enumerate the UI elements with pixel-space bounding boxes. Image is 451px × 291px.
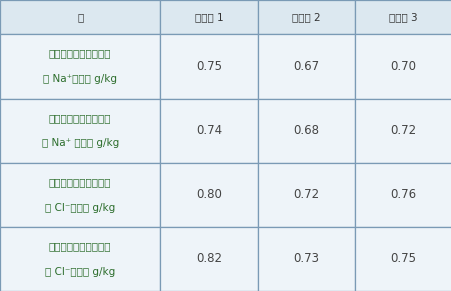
Bar: [0, 227, 160, 291]
Bar: [0, 0, 160, 34]
Text: 0.75: 0.75: [390, 252, 415, 265]
Text: 0.72: 0.72: [390, 124, 415, 137]
Text: 实施例 1: 实施例 1: [194, 12, 223, 22]
Text: 苇状羊茅主根下部的土: 苇状羊茅主根下部的土: [49, 113, 111, 123]
Bar: [354, 0, 451, 34]
Bar: [160, 98, 257, 163]
Bar: [0, 163, 160, 227]
Text: 苇状羊茅主根中部的土: 苇状羊茅主根中部的土: [49, 177, 111, 187]
Bar: [257, 227, 354, 291]
Bar: [160, 0, 257, 34]
Text: 0.73: 0.73: [293, 252, 318, 265]
Text: 0.72: 0.72: [293, 188, 318, 201]
Text: 0.76: 0.76: [390, 188, 415, 201]
Text: 苇状羊茅主根下部的土: 苇状羊茅主根下部的土: [49, 241, 111, 251]
Bar: [0, 98, 160, 163]
Text: 0.74: 0.74: [196, 124, 221, 137]
Bar: [354, 227, 451, 291]
Bar: [354, 98, 451, 163]
Bar: [160, 227, 257, 291]
Text: 0.67: 0.67: [293, 60, 318, 73]
Bar: [160, 34, 257, 98]
Text: 壣 Cl⁻的含量 g/kg: 壣 Cl⁻的含量 g/kg: [45, 203, 115, 213]
Bar: [257, 98, 354, 163]
Text: 苇状羊茅主根中部的土: 苇状羊茅主根中部的土: [49, 49, 111, 58]
Bar: [257, 163, 354, 227]
Bar: [354, 163, 451, 227]
Bar: [160, 163, 257, 227]
Text: 实施例 3: 实施例 3: [388, 12, 417, 22]
Text: 0.68: 0.68: [293, 124, 318, 137]
Bar: [0, 34, 160, 98]
Text: 0.75: 0.75: [196, 60, 221, 73]
Text: 壣 Na⁺ 的含量 g/kg: 壣 Na⁺ 的含量 g/kg: [41, 139, 119, 148]
Text: 实施例 2: 实施例 2: [291, 12, 320, 22]
Text: 壣 Cl⁻的含量 g/kg: 壣 Cl⁻的含量 g/kg: [45, 267, 115, 277]
Text: 壣 Na⁺的含量 g/kg: 壣 Na⁺的含量 g/kg: [43, 74, 117, 84]
Text: 0.70: 0.70: [390, 60, 415, 73]
Bar: [257, 0, 354, 34]
Bar: [257, 34, 354, 98]
Text: 0.80: 0.80: [196, 188, 221, 201]
Text: 0.82: 0.82: [196, 252, 221, 265]
Bar: [354, 34, 451, 98]
